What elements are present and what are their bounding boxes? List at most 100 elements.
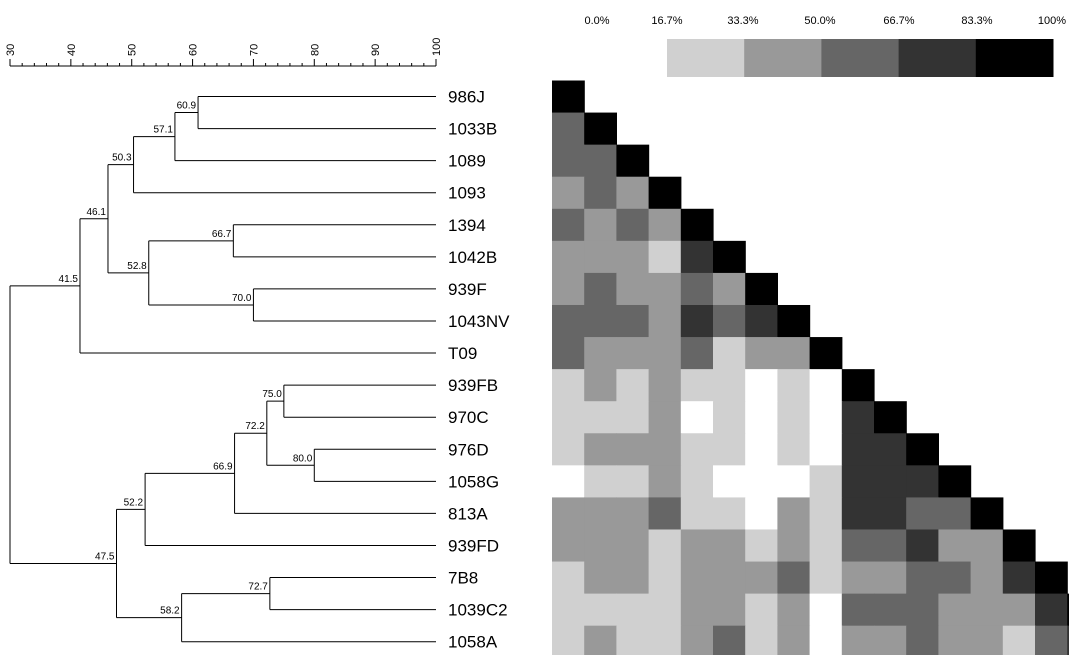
heatmap-cell bbox=[713, 529, 746, 563]
dendrogram-tree: 60.9 57.1 50.3 66.7 70.0 52.8 46.1 41.5 75.0 80.0… bbox=[9, 96, 436, 643]
heatmap-cell bbox=[616, 497, 650, 531]
heatmap-cell bbox=[745, 369, 778, 402]
legend-swatch bbox=[667, 39, 745, 77]
heatmap-cell bbox=[809, 401, 843, 434]
heatmap-cell bbox=[584, 208, 617, 242]
heatmap-cell bbox=[809, 529, 843, 563]
heatmap-cell bbox=[552, 208, 585, 242]
scale-tick-label: 60 bbox=[188, 44, 200, 56]
heatmap-cell bbox=[584, 304, 617, 338]
heatmap-cell bbox=[680, 369, 714, 402]
heatmap-cell bbox=[874, 561, 907, 595]
heatmap-cell bbox=[938, 529, 972, 563]
legend-label: 0.0% bbox=[584, 15, 609, 27]
node-similarity-label: 50.3 bbox=[112, 153, 132, 164]
heatmap-cell bbox=[680, 337, 714, 370]
heatmap-cell bbox=[713, 369, 746, 402]
similarity-heatmap bbox=[552, 80, 1069, 655]
heatmap-cell bbox=[584, 593, 617, 627]
heatmap-cell bbox=[745, 337, 778, 370]
heatmap-cell bbox=[552, 465, 585, 499]
heatmap-cell bbox=[552, 80, 585, 114]
leaf-label: 1058G bbox=[448, 472, 499, 491]
heatmap-cell bbox=[552, 304, 585, 338]
heatmap-cell bbox=[745, 625, 778, 655]
heatmap-cell bbox=[552, 497, 585, 531]
heatmap-cell bbox=[616, 561, 650, 595]
leaf-label: 1058A bbox=[448, 633, 498, 652]
leaf-label: 939F bbox=[448, 280, 487, 299]
heatmap-cell bbox=[584, 272, 617, 306]
heatmap-cell bbox=[584, 112, 617, 146]
heatmap-cell bbox=[809, 625, 843, 655]
node-similarity-label: 46.1 bbox=[87, 207, 107, 218]
leaf-label: 1089 bbox=[448, 152, 486, 171]
leaf-label: 1394 bbox=[448, 216, 486, 235]
node-similarity-label: 52.2 bbox=[124, 497, 144, 508]
heatmap-cell bbox=[841, 561, 875, 595]
heatmap-cell bbox=[584, 529, 617, 563]
scale-tick-label: 90 bbox=[370, 44, 382, 56]
heatmap-cell bbox=[552, 593, 585, 627]
heatmap-cell bbox=[680, 529, 714, 563]
node-similarity-label: 66.9 bbox=[213, 461, 233, 472]
heatmap-cell bbox=[874, 497, 907, 531]
heatmap-cell bbox=[809, 337, 843, 370]
leaf-label: 976D bbox=[448, 440, 489, 459]
heatmap-cell bbox=[906, 497, 939, 531]
heatmap-cell bbox=[713, 593, 746, 627]
heatmap-cell bbox=[777, 433, 811, 466]
heatmap-cell bbox=[584, 497, 617, 531]
heatmap-cell bbox=[680, 497, 714, 531]
heatmap-cell bbox=[680, 401, 714, 434]
legend-swatch bbox=[975, 39, 1054, 77]
leaf-label: T09 bbox=[448, 344, 477, 363]
heatmap-cell bbox=[1035, 561, 1068, 595]
heatmap-cell bbox=[809, 433, 843, 466]
scale-tick-label: 50 bbox=[127, 44, 139, 56]
legend-label: 100% bbox=[1038, 15, 1066, 27]
node-similarity-label: 75.0 bbox=[262, 389, 282, 400]
heatmap-cell bbox=[552, 176, 585, 210]
heatmap-cell bbox=[648, 465, 682, 499]
heatmap-cell bbox=[680, 304, 714, 338]
heatmap-cell bbox=[745, 465, 778, 499]
leaf-label: 1093 bbox=[448, 184, 486, 203]
heatmap-cell bbox=[713, 337, 746, 370]
heatmap-cell bbox=[616, 240, 650, 274]
heatmap-cell bbox=[777, 625, 811, 655]
heatmap-cell bbox=[713, 465, 746, 499]
leaf-label: 1039C2 bbox=[448, 601, 508, 620]
heatmap-cell bbox=[906, 561, 939, 595]
heatmap-cell bbox=[777, 369, 811, 402]
heatmap-cell bbox=[874, 433, 907, 466]
heatmap-cell bbox=[777, 593, 811, 627]
heatmap-cell bbox=[906, 433, 939, 466]
heatmap-cell bbox=[713, 304, 746, 338]
heatmap-cell bbox=[648, 497, 682, 531]
heatmap-cell bbox=[841, 593, 875, 627]
dendrogram-leaf-labels: 986J 1033B 1089 1093 1394 1042B 939F 1043NV T09 9… bbox=[448, 88, 510, 652]
heatmap-cell bbox=[809, 497, 843, 531]
heatmap-cell bbox=[1067, 593, 1069, 627]
legend-swatch bbox=[744, 39, 822, 77]
heatmap-cell bbox=[713, 561, 746, 595]
heatmap-cell bbox=[616, 176, 650, 210]
heatmap-cell bbox=[648, 208, 682, 242]
leaf-label: 970C bbox=[448, 408, 489, 427]
legend-label: 83.3% bbox=[961, 15, 992, 27]
heatmap-cell bbox=[616, 369, 650, 402]
heatmap-cell bbox=[584, 176, 617, 210]
heatmap-cell bbox=[841, 625, 875, 655]
heatmap-cell bbox=[648, 401, 682, 434]
heatmap-cell bbox=[552, 369, 585, 402]
heatmap-cell bbox=[680, 272, 714, 306]
heatmap-cell bbox=[552, 240, 585, 274]
heatmap-cell bbox=[841, 401, 875, 434]
heatmap-cell bbox=[552, 433, 585, 466]
heatmap-cell bbox=[874, 625, 907, 655]
heatmap-cell bbox=[616, 625, 650, 655]
scale-tick-label: 100 bbox=[431, 38, 443, 56]
heatmap-cell bbox=[648, 369, 682, 402]
heatmap-cell bbox=[874, 529, 907, 563]
